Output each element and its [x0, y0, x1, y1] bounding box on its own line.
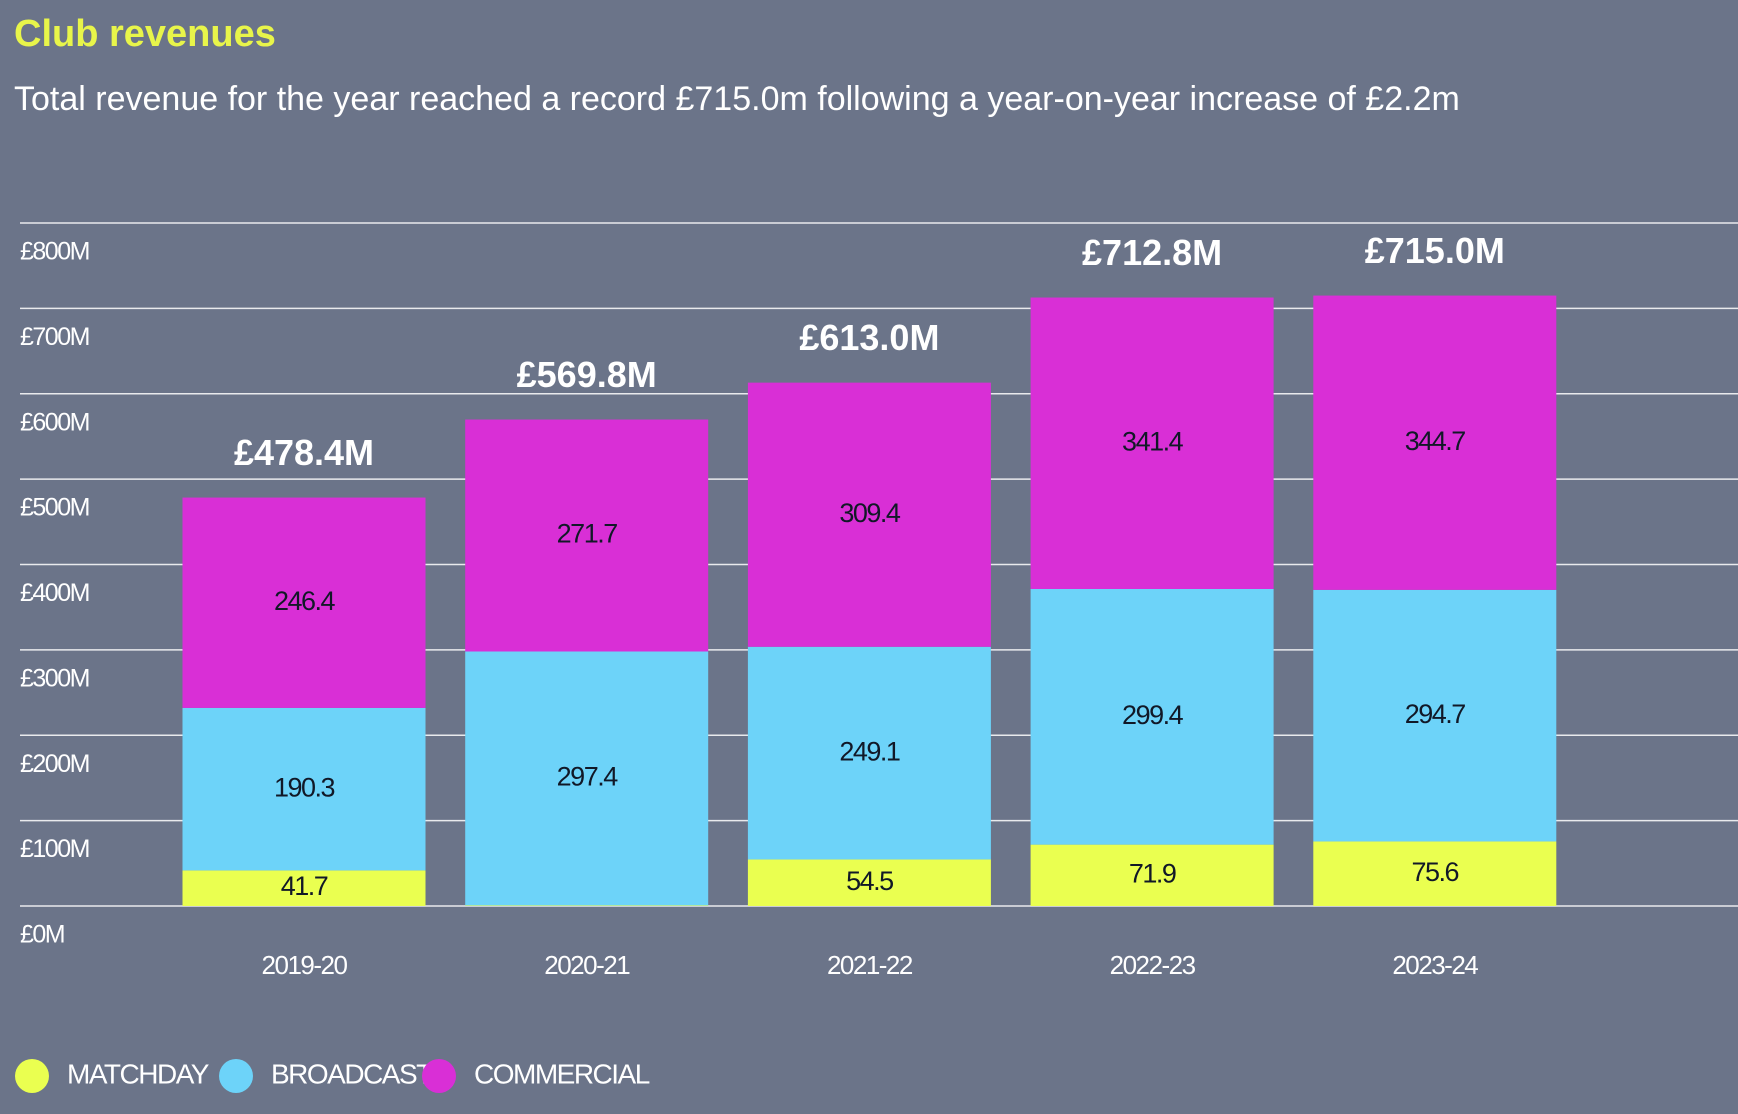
y-tick-label: £300M	[20, 664, 89, 692]
y-tick-label: £100M	[20, 835, 89, 863]
legend-swatch	[219, 1059, 253, 1093]
segment-label: 41.7	[281, 871, 328, 901]
chart-subtitle: Total revenue for the year reached a rec…	[14, 80, 1460, 118]
segment-label: 294.7	[1405, 699, 1466, 729]
segment-label: 344.7	[1405, 426, 1466, 456]
segment-label: 297.4	[557, 762, 619, 792]
y-tick-label: £0M	[20, 921, 64, 949]
segment-label: 341.4	[1122, 426, 1184, 456]
bar-segment	[747, 859, 991, 906]
bar-segment	[465, 651, 709, 906]
legend-swatch	[15, 1059, 49, 1093]
x-tick-label: 2020-21	[544, 950, 630, 980]
bar-segment	[1313, 295, 1557, 590]
segment-label: 246.4	[274, 586, 336, 616]
segment-label: 190.3	[274, 772, 335, 802]
segment-label: 249.1	[839, 736, 900, 766]
y-tick-label: £500M	[20, 494, 89, 522]
bar-segment	[1030, 589, 1274, 845]
bar-segment	[465, 905, 709, 906]
total-label: £712.8M	[1082, 232, 1222, 273]
bar-segment	[1030, 297, 1274, 590]
x-tick-label: 2019-20	[262, 950, 348, 980]
total-label: £613.0M	[799, 317, 939, 358]
total-label: £478.4M	[234, 432, 374, 473]
segment-label: 299.4	[1122, 700, 1184, 730]
segment-label: 54.5	[846, 866, 893, 896]
y-tick-label: £600M	[20, 408, 89, 436]
bar-segment	[1030, 844, 1274, 906]
x-tick-label: 2021-22	[827, 950, 913, 980]
x-tick-label: 2022-23	[1110, 950, 1196, 980]
segment-label: 271.7	[557, 519, 618, 549]
y-tick-label: £200M	[20, 750, 89, 778]
x-tick-label: 2023-24	[1392, 950, 1478, 980]
y-tick-label: £800M	[20, 238, 89, 266]
segment-label: 75.6	[1412, 857, 1459, 887]
y-tick-label: £400M	[20, 579, 89, 607]
segment-label: 309.4	[839, 498, 901, 528]
bar-segment	[182, 870, 426, 906]
legend-label: MATCHDAY	[67, 1058, 210, 1089]
bar-segment	[747, 382, 991, 647]
bar-segment	[1313, 841, 1557, 906]
bar-segment	[182, 707, 426, 871]
chart-title: Club revenues	[14, 13, 276, 55]
y-tick-label: £700M	[20, 323, 89, 351]
total-label: £569.8M	[517, 354, 657, 395]
bar-segment	[1313, 589, 1557, 842]
legend-label: BROADCAST	[271, 1058, 433, 1089]
bar-segment	[182, 497, 426, 708]
legend-label: COMMERCIAL	[474, 1058, 650, 1089]
bar-segment	[465, 419, 709, 652]
legend-swatch	[422, 1059, 456, 1093]
segment-label: 71.9	[1129, 858, 1176, 888]
bar-segment	[747, 646, 991, 860]
total-label: £715.0M	[1365, 230, 1505, 271]
